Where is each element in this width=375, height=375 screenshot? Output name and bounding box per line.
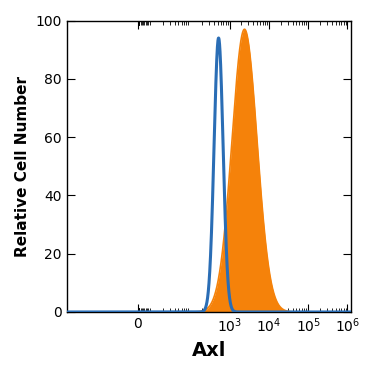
X-axis label: Axl: Axl <box>192 341 226 360</box>
Y-axis label: Relative Cell Number: Relative Cell Number <box>15 76 30 257</box>
